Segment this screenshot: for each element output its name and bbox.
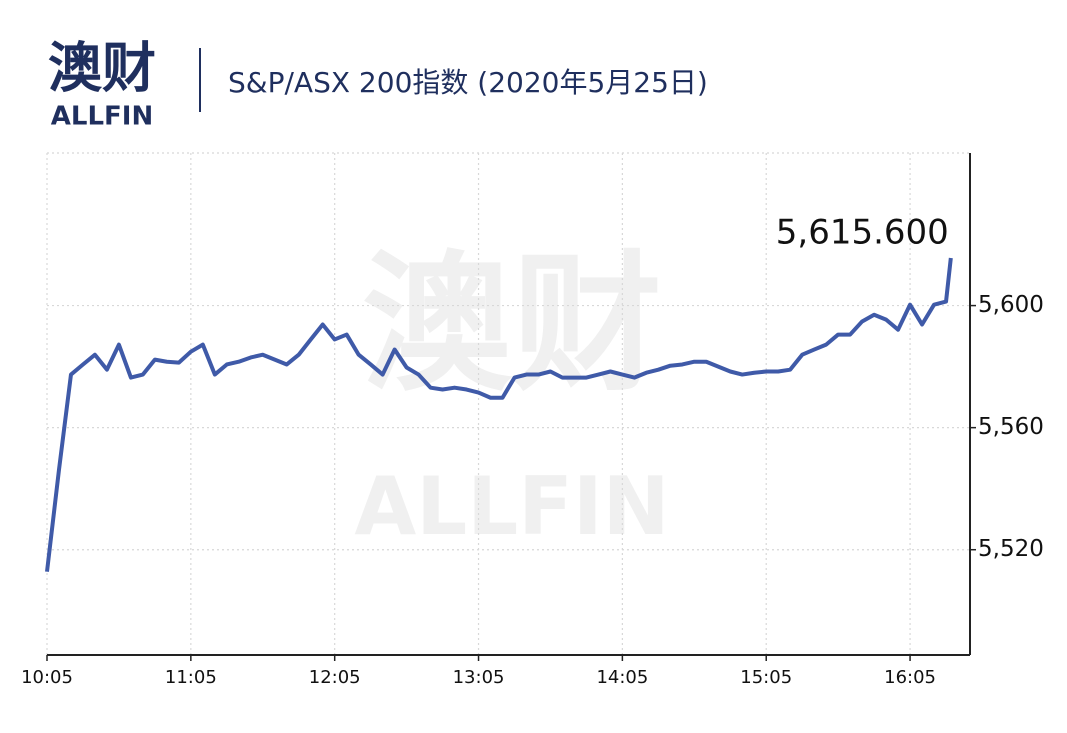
logo: 澳财 (48, 37, 156, 100)
x-tick-label: 13:05 (453, 667, 505, 688)
x-tick-label: 14:05 (596, 667, 648, 688)
value-label: 5,615.600 (776, 212, 949, 252)
logo-text: ALLFIN (51, 102, 153, 132)
x-tick-label: 11:05 (165, 667, 217, 688)
line-series (45, 257, 953, 572)
y-tick-label: 5,600 (978, 292, 1044, 318)
x-tick-label: 16:05 (884, 667, 936, 688)
x-tick-label: 12:05 (309, 667, 361, 688)
watermark: 澳财 (362, 238, 662, 412)
x-tick-label: 15:05 (740, 667, 792, 688)
x-tick-label: 10:05 (21, 667, 73, 688)
y-tick-label: 5,560 (978, 414, 1044, 440)
watermark: ALLFIN (354, 460, 669, 553)
chart-title: S&P/ASX 200指数 (2020年5月25日) (228, 66, 708, 99)
y-tick-label: 5,520 (978, 536, 1044, 562)
